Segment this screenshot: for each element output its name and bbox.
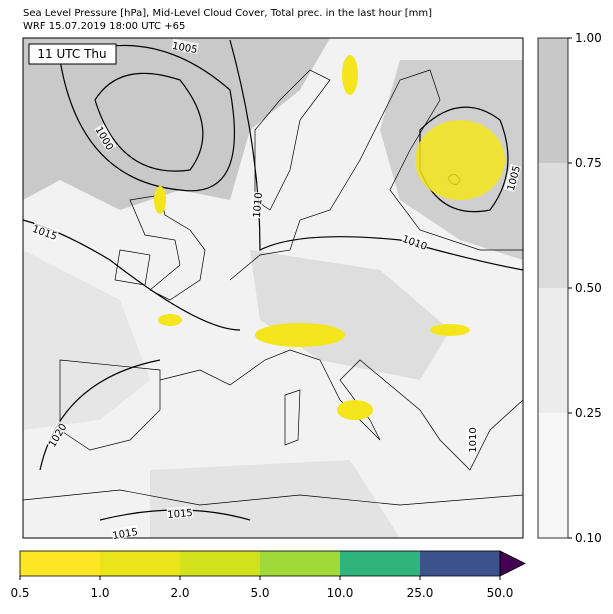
isobar-label-bg <box>111 524 139 541</box>
tick-label: 10.0 <box>327 586 354 600</box>
colorbar-segment <box>180 551 260 576</box>
map-frame <box>22 37 524 539</box>
tick-label: 1.00 <box>575 31 602 45</box>
isobar-label-bg <box>31 221 60 242</box>
tick-label: 0.10 <box>575 531 602 545</box>
colorbar-extension <box>499 550 526 577</box>
precip-colorbar: 0.5 1.0 2.0 5.0 10.0 25.0 50.0 <box>10 550 526 600</box>
isobar-label: 1005 <box>171 41 198 56</box>
subtitle: WRF 15.07.2019 18:00 UTC +65 <box>23 21 185 32</box>
isobar-label-bg <box>466 427 477 453</box>
tick-label: 2.0 <box>170 586 189 600</box>
tick-label: 5.0 <box>250 586 269 600</box>
tick-label: 0.5 <box>10 586 29 600</box>
tick-label: 50.0 <box>487 586 514 600</box>
isobar-label: 1015 <box>112 527 139 542</box>
cloud-colorbar: 0.10 0.25 0.50 0.75 1.00 <box>537 31 602 545</box>
colorbar-segment <box>420 551 500 576</box>
colorbar-segment <box>538 413 568 538</box>
tick-label: 0.75 <box>575 156 602 170</box>
cloud-area <box>250 250 450 380</box>
title: Sea Level Pressure [hPa], Mid-Level Clou… <box>23 8 432 19</box>
time-label-box <box>28 43 117 65</box>
isobar-label: 1010 <box>468 427 479 452</box>
colorbar-segment <box>538 163 568 288</box>
colorbar-segment <box>340 551 420 576</box>
cloud-area <box>23 250 150 430</box>
colorbar-segment <box>20 551 100 576</box>
tick-label: 0.50 <box>575 281 602 295</box>
precip-areas <box>154 55 505 420</box>
colorbar-segment <box>538 288 568 413</box>
isobar-label-bg <box>94 123 117 152</box>
colorbar-segment <box>538 38 568 163</box>
colorbar-segment <box>100 551 180 576</box>
isobar-label-bg <box>171 38 199 55</box>
isobar-label-bg <box>401 231 430 252</box>
cloud-area <box>23 38 330 210</box>
cloud-area <box>150 460 400 538</box>
isobar-label-bg <box>503 163 522 192</box>
isobar-label-bg <box>45 420 68 449</box>
colorbar-segment <box>260 551 340 576</box>
isobar-label: 1010 <box>252 192 265 218</box>
time-label: 11 UTC Thu <box>37 47 106 61</box>
tick-label: 1.0 <box>90 586 109 600</box>
isobar-label-bg <box>166 505 194 520</box>
isobar-label: 1015 <box>167 508 193 521</box>
tick-label: 0.25 <box>575 406 602 420</box>
tick-label: 25.0 <box>407 586 434 600</box>
isobar-label-bg <box>249 191 264 219</box>
map: 11 UTC Thu <box>22 37 524 539</box>
